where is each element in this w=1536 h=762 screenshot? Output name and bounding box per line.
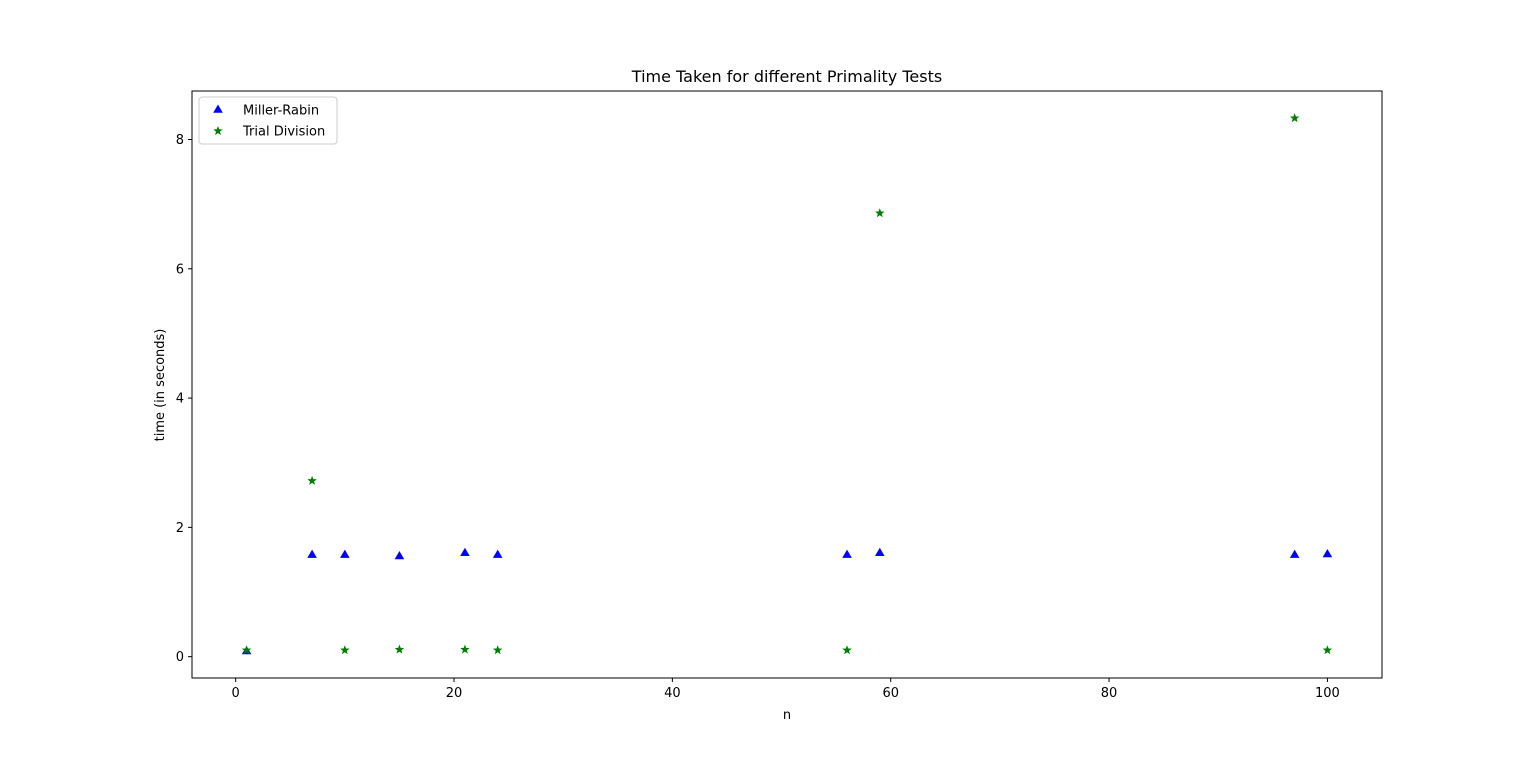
series-trial-division [241, 113, 1333, 655]
data-point [394, 550, 405, 560]
data-point [842, 645, 852, 655]
legend-marker [213, 104, 223, 113]
data-point [394, 644, 405, 654]
legend-marker [213, 126, 223, 136]
x-tick-label: 60 [882, 686, 899, 701]
y-tick-label: 8 [176, 133, 184, 148]
data-point [492, 549, 503, 558]
data-point [340, 549, 350, 558]
data-point [307, 549, 317, 558]
data-point [1322, 645, 1333, 655]
chart-title: Time Taken for different Primality Tests [631, 67, 942, 86]
data-point [307, 475, 317, 485]
data-point [1289, 113, 1300, 123]
data-point [1289, 549, 1300, 558]
data-point [1322, 549, 1333, 558]
x-tick-label: 0 [232, 686, 240, 701]
x-axis: 0 20 40 60 80 100 [232, 678, 1340, 701]
x-tick-label: 40 [664, 686, 681, 701]
legend-label: Trial Division [242, 125, 325, 140]
legend-label: Miller-Rabin [243, 104, 319, 119]
data-point [842, 549, 852, 558]
plot-area [191, 90, 1383, 679]
y-tick-label: 6 [176, 262, 184, 277]
data-point [460, 547, 470, 556]
x-axis-title: n [783, 708, 791, 723]
y-tick-label: 4 [176, 392, 184, 407]
data-point [241, 645, 252, 655]
data-point [875, 208, 885, 218]
y-tick-label: 2 [176, 521, 184, 536]
legend: Miller-Rabin Trial Division [198, 96, 338, 145]
data-point [460, 644, 470, 654]
data-markers [241, 113, 1333, 655]
legend-box [198, 96, 338, 145]
x-tick-label: 80 [1101, 686, 1118, 701]
x-tick-label: 20 [446, 686, 463, 701]
y-axis: 0 2 4 6 8 [176, 133, 192, 665]
plot-frame [191, 90, 1383, 679]
data-point [492, 645, 503, 655]
y-axis-title: time (in seconds) [153, 329, 168, 442]
x-tick-label: 100 [1315, 686, 1340, 701]
data-point [340, 645, 350, 655]
data-point [875, 547, 885, 556]
y-tick-label: 0 [176, 650, 184, 665]
